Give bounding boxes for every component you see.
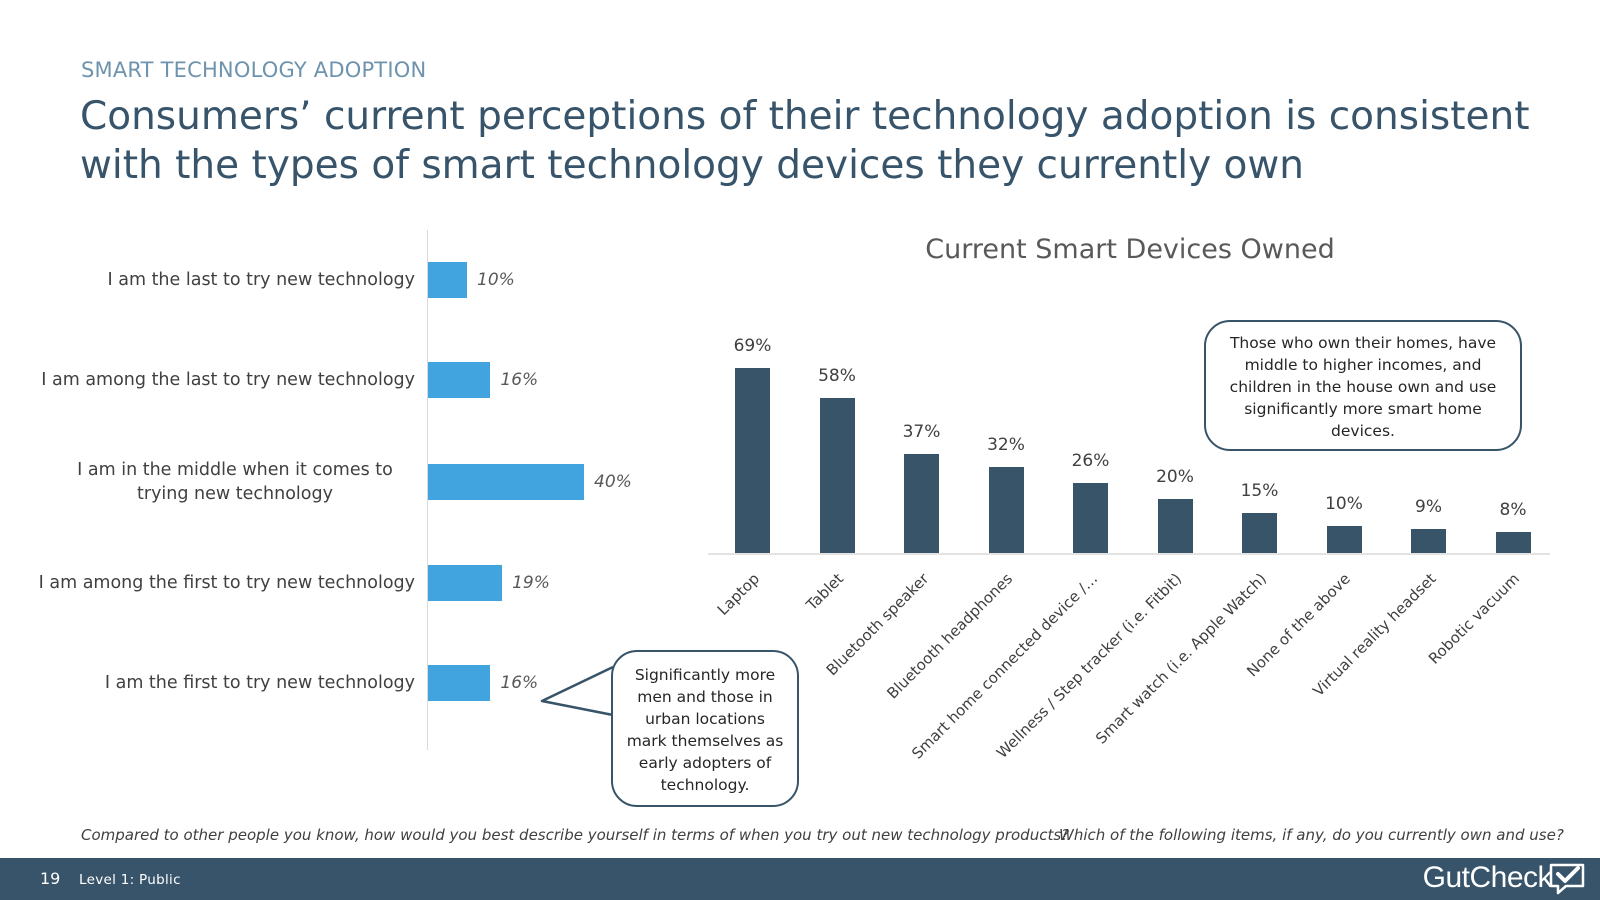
checkmark-chat-icon [1549,863,1585,895]
data-label: 20% [1156,467,1194,488]
bar [428,464,584,500]
data-label: 16% [500,673,539,693]
data-label: 69% [733,336,772,357]
category-label: Laptop [713,569,763,619]
category-label: Smart watch (i.e. Apple Watch) [1091,569,1270,748]
data-label: 9% [1415,496,1442,517]
adoption-bar-chart: I am the last to try new technology 10% I … [0,230,660,760]
category-label: I am among the last to try new technolog… [41,370,415,390]
category-label: I am in the middle when it comes to tryi… [77,460,393,504]
left-chart-axis [427,230,428,750]
bar-row: I am in the middle when it comes to tryi… [0,460,660,504]
bar-row: I am among the last to try new technolog… [0,360,660,400]
classification-label: Level 1: Public [79,872,181,888]
category-label: Wellness / Step tracker (i.e. Fitbit) [992,569,1186,762]
callout-early-adopters: Significantly more men and those in urba… [611,650,799,807]
category-label: Tablet [802,569,848,614]
data-label: 32% [987,435,1025,456]
bar [735,368,770,553]
data-label: 19% [512,573,550,593]
page-title: Consumers’ current perceptions of their … [80,94,1530,188]
data-label: 58% [818,365,856,386]
data-label: 16% [500,370,539,390]
bar-row: I am the last to try new technology 10% [0,260,660,300]
data-label: 8% [1499,499,1527,520]
bar [428,665,491,701]
bar-row: I am among the first to try new technolo… [0,563,660,603]
bar [428,262,467,298]
data-label: 10% [477,270,515,290]
footnote-question-left: Compared to other people you know, how w… [81,826,1070,844]
bar [1242,512,1277,553]
gutcheck-logo: GutCheck [1422,861,1553,894]
chart-baseline [708,553,1550,555]
category-label: I am the last to try new technology [107,270,415,290]
bar [428,362,491,398]
eyebrow-title: SMART TECHNOLOGY ADOPTION [81,58,427,82]
devices-bar-chart: Current Smart Devices Owned 69% Laptop 58%… [690,230,1570,770]
data-label: 15% [1240,480,1279,501]
category-label: Smart home connected device /… [907,569,1101,763]
data-label: 37% [902,421,941,442]
chart-title: Current Smart Devices Owned [925,234,1335,265]
bar [988,467,1024,553]
bar [904,453,939,553]
data-label: 26% [1071,451,1110,472]
category-label: I am among the first to try new technolo… [38,573,415,593]
category-label: Robotic vacuum [1424,569,1524,668]
bar [1326,526,1362,553]
bar [428,565,503,601]
callout-pointer [540,665,614,717]
bar-row: I am the first to try new technology 16% [0,663,660,703]
data-label: 10% [1325,494,1363,515]
page-number: 19 [40,869,61,888]
callout-home-owners: Those who own their homes, have middle t… [1204,320,1522,451]
bar [1157,499,1193,553]
category-label: I am the first to try new technology [104,673,415,693]
data-label: 40% [594,472,632,492]
footnote-question-right: Which of the following items, if any, do… [1059,826,1564,844]
bar [819,397,855,553]
bar [1073,483,1108,553]
bar [1495,531,1531,553]
footer-bar: 19 Level 1: Public GutCheck [0,858,1600,900]
bar [1411,528,1446,553]
